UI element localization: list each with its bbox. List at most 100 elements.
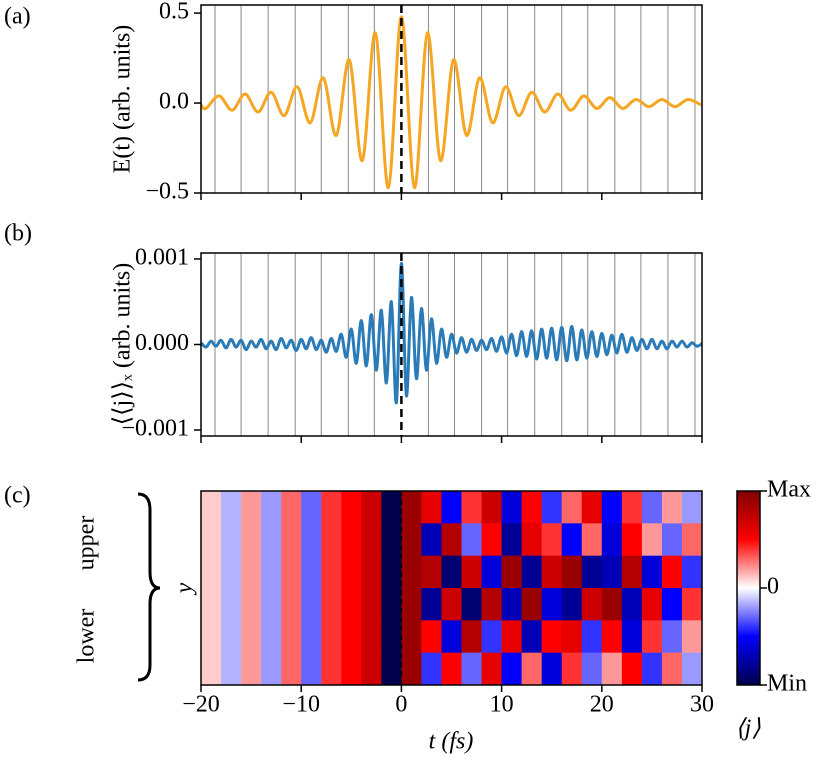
heatmap-cell <box>461 620 482 653</box>
plot-frame <box>200 252 703 437</box>
heatmap-cell <box>441 652 462 686</box>
heatmap-cell <box>501 491 522 524</box>
y-tick-label: 0.000 <box>135 330 189 356</box>
heatmap-cell <box>601 588 623 621</box>
heatmap-cell <box>441 588 462 621</box>
heatmap-cell <box>601 491 623 524</box>
heatmap-cell <box>561 588 583 621</box>
heatmap-cell <box>661 652 683 686</box>
heatmap-cell <box>441 555 462 589</box>
heatmap-cell <box>381 523 402 556</box>
heatmap-cell <box>641 620 663 653</box>
heatmap-cell <box>641 652 663 686</box>
heatmap-cell <box>481 652 502 686</box>
heatmap-cell <box>341 555 362 589</box>
y-tick-label: −0.001 <box>121 416 189 442</box>
heatmap-cell <box>381 588 402 621</box>
heatmap-cell <box>681 491 703 524</box>
heatmap-cell <box>521 491 542 524</box>
y-tick-label: 0.5 <box>159 0 189 25</box>
heatmap-cell <box>461 523 482 556</box>
heatmap-cell <box>281 620 302 653</box>
heatmap-cell <box>621 555 643 589</box>
panel-label: (c) <box>4 483 31 509</box>
heatmap-cell <box>421 652 442 686</box>
heatmap-cell <box>521 652 542 686</box>
heatmap-cell <box>481 491 502 524</box>
heatmap-cell <box>321 555 342 589</box>
panel-label: (b) <box>4 221 32 247</box>
heatmap-cell <box>501 620 522 653</box>
heatmap-cell <box>321 652 342 686</box>
heatmap-cell <box>221 491 242 524</box>
x-tick-label: −20 <box>182 692 220 718</box>
x-axis-label: t (fs) <box>429 729 474 755</box>
heatmap-cell <box>381 652 402 686</box>
heatmap-cell <box>301 652 322 686</box>
heatmap-cell <box>241 555 262 589</box>
heatmap-cell <box>621 491 643 524</box>
heatmap-cell <box>221 523 242 556</box>
heatmap-cell <box>661 588 683 621</box>
heatmap-cell <box>501 652 522 686</box>
heatmap-cell <box>241 620 262 653</box>
heatmap-cell <box>241 652 262 686</box>
heatmap-cell <box>481 523 502 556</box>
heatmap-cell <box>461 588 482 621</box>
heatmap-cell <box>381 555 402 589</box>
heatmap-cell <box>281 652 302 686</box>
heatmap-cell <box>241 588 262 621</box>
heatmap-cell <box>381 620 402 653</box>
heatmap-cell <box>541 652 563 686</box>
heatmap-cell <box>501 588 522 621</box>
y-axis-label: ⟨⟨j⟩⟩ₓ (arb. units) <box>110 263 136 425</box>
heatmap-cell <box>461 491 482 524</box>
heatmap-cell <box>561 652 583 686</box>
heatmap-cell <box>641 555 663 589</box>
heatmap-cell <box>361 588 382 621</box>
heatmap-cell <box>681 652 703 686</box>
y-tick-label: 0.001 <box>135 244 189 270</box>
panel-label: (a) <box>4 4 31 30</box>
heatmap-cell <box>221 588 242 621</box>
heatmap-cell <box>681 620 703 653</box>
heatmap-cell <box>321 523 342 556</box>
heatmap-cell <box>521 523 542 556</box>
heatmap-cell <box>541 523 563 556</box>
heatmap-cell <box>401 620 422 653</box>
heatmap-cell <box>261 555 282 589</box>
heatmap-cell <box>281 588 302 621</box>
heatmap-cell <box>441 620 462 653</box>
heatmap-cell <box>481 555 502 589</box>
heatmap-cell <box>621 620 643 653</box>
heatmap-cell <box>201 652 222 686</box>
x-tick-label: 0 <box>395 692 407 718</box>
heatmap-cell <box>321 491 342 524</box>
heatmap-cell <box>521 555 542 589</box>
heatmap-cell <box>641 523 663 556</box>
heatmap-cell <box>201 491 222 524</box>
heatmap-cell <box>301 555 322 589</box>
heatmap-cell <box>341 620 362 653</box>
x-tick-label: 20 <box>590 692 614 718</box>
heatmap-cell <box>281 555 302 589</box>
heatmap-cell <box>421 620 442 653</box>
heatmap-cell <box>541 555 563 589</box>
heatmap-cell <box>361 652 382 686</box>
y-tick-label: 0.0 <box>159 89 189 115</box>
heatmap-cell <box>681 555 703 589</box>
heatmap-cell <box>581 652 603 686</box>
heatmap-cell <box>561 523 583 556</box>
heatmap-cell <box>301 491 322 524</box>
heatmap-cell <box>341 588 362 621</box>
heatmap-cell <box>261 620 282 653</box>
line <box>199 261 703 405</box>
heatmap-cell <box>341 491 362 524</box>
heatmap-cell <box>681 523 703 556</box>
y-axis-label: E(t) (arb. units) <box>110 25 136 174</box>
heatmap-cell <box>561 491 583 524</box>
x-tick-label: −10 <box>282 692 320 718</box>
heatmap-cell <box>401 555 422 589</box>
heatmap-cell <box>361 523 382 556</box>
